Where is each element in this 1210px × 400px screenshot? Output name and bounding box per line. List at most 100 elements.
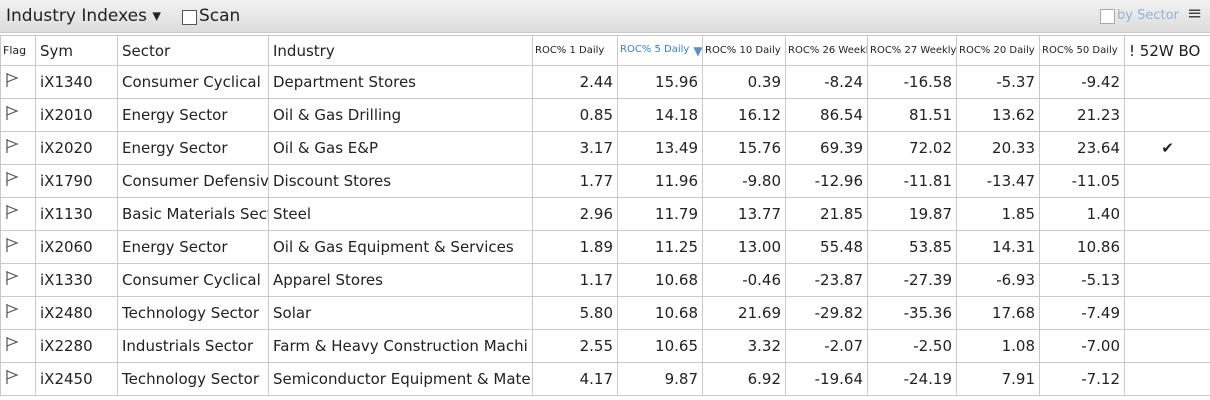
flag-icon[interactable] xyxy=(5,270,19,286)
flag-icon[interactable] xyxy=(5,204,19,220)
column-header[interactable]: ROC% 1 Daily xyxy=(532,35,618,66)
text-cell: Energy Sector xyxy=(117,131,269,165)
flag-icon[interactable] xyxy=(5,138,19,154)
number-cell: 3.17 xyxy=(532,131,618,165)
text-cell: iX1130 xyxy=(35,197,118,231)
breakout-cell: ✔ xyxy=(1124,131,1210,165)
number-cell: 0.85 xyxy=(532,98,618,132)
text-cell: Industrials Sector xyxy=(117,329,269,363)
number-cell: 21.85 xyxy=(785,197,868,231)
column-header-text: ROC% 50 Daily xyxy=(1042,45,1118,56)
number-cell: 7.91 xyxy=(956,362,1040,396)
flag-icon[interactable] xyxy=(5,171,19,187)
table-row[interactable]: iX2480 Technology Sector Solar 5.80 10.68 21.… xyxy=(0,296,1210,330)
text-cell: Energy Sector xyxy=(117,230,269,264)
table-row[interactable]: iX1130 Basic Materials Sect Steel 2.96 11.79… xyxy=(0,197,1210,231)
number-cell: 10.68 xyxy=(617,296,703,330)
number-cell: -6.93 xyxy=(956,263,1040,297)
text-cell: Farm & Heavy Construction Machi xyxy=(268,329,533,363)
text-cell: iX2450 xyxy=(35,362,118,396)
column-header[interactable]: Industry xyxy=(268,35,533,66)
text-cell: Steel xyxy=(268,197,533,231)
number-cell: 4.17 xyxy=(532,362,618,396)
column-header[interactable]: ! 52W BO xyxy=(1124,35,1210,66)
column-header-text: ROC% 5 Daily xyxy=(620,43,690,55)
text-cell: Solar xyxy=(268,296,533,330)
flag-icon[interactable] xyxy=(5,369,19,385)
column-header[interactable]: ROC% 5 Daily ▼ xyxy=(617,35,703,66)
by-sector-checkbox[interactable] xyxy=(1100,9,1115,24)
text-cell: Technology Sector xyxy=(117,362,269,396)
column-header[interactable]: ROC% 10 Daily xyxy=(702,35,786,66)
table-row[interactable]: iX1330 Consumer Cyclical Apparel Stores 1.1… xyxy=(0,263,1210,297)
column-header[interactable]: ROC% 50 Daily xyxy=(1039,35,1125,66)
number-cell: -5.37 xyxy=(956,65,1040,99)
flag-icon[interactable] xyxy=(5,336,19,352)
table-row[interactable]: iX2020 Energy Sector Oil & Gas E&P 3.17 13.4… xyxy=(0,131,1210,165)
number-cell: 6.92 xyxy=(702,362,786,396)
number-cell: -29.82 xyxy=(785,296,868,330)
column-header-text: ROC% 26 Weekly xyxy=(788,45,868,56)
table-row[interactable]: iX2450 Technology Sector Semiconductor Equ… xyxy=(0,362,1210,396)
column-header[interactable]: ROC% 20 Daily xyxy=(956,35,1040,66)
number-cell: 20.33 xyxy=(956,131,1040,165)
column-header-text: Flag xyxy=(3,44,27,57)
column-header[interactable]: Sector xyxy=(117,35,269,66)
scan-checkbox[interactable] xyxy=(182,10,197,25)
data-table: Flag Sym Sector Industry ROC% 1 Daily ROC% 5 … xyxy=(0,35,1210,396)
flag-cell xyxy=(0,65,36,99)
number-cell: 21.69 xyxy=(702,296,786,330)
menu-icon[interactable]: ≡ xyxy=(1187,3,1203,24)
table-row[interactable]: iX2060 Energy Sector Oil & Gas Equipment &… xyxy=(0,230,1210,264)
text-cell: Department Stores xyxy=(268,65,533,99)
number-cell: 1.40 xyxy=(1039,197,1125,231)
flag-icon[interactable] xyxy=(5,105,19,121)
breakout-cell xyxy=(1124,197,1210,231)
flag-cell xyxy=(0,131,36,165)
number-cell: 15.76 xyxy=(702,131,786,165)
number-cell: -12.96 xyxy=(785,164,868,198)
column-header-text: ROC% 27 Weekly xyxy=(870,45,957,56)
table-row[interactable]: iX1790 Consumer Defensiv Discount Stores 1.… xyxy=(0,164,1210,198)
column-header[interactable]: ROC% 27 Weekly xyxy=(867,35,957,66)
view-title-text: Industry Indexes xyxy=(6,6,147,26)
number-cell: 11.25 xyxy=(617,230,703,264)
column-header-text: Sector xyxy=(122,41,171,60)
flag-icon[interactable] xyxy=(5,303,19,319)
flag-cell xyxy=(0,98,36,132)
number-cell: 1.89 xyxy=(532,230,618,264)
number-cell: 23.64 xyxy=(1039,131,1125,165)
flag-cell xyxy=(0,263,36,297)
number-cell: -9.80 xyxy=(702,164,786,198)
text-cell: iX1330 xyxy=(35,263,118,297)
number-cell: -23.87 xyxy=(785,263,868,297)
number-cell: 1.85 xyxy=(956,197,1040,231)
text-cell: Basic Materials Sect xyxy=(117,197,269,231)
flag-icon[interactable] xyxy=(5,237,19,253)
text-cell: Oil & Gas E&P xyxy=(268,131,533,165)
number-cell: 10.86 xyxy=(1039,230,1125,264)
breakout-cell xyxy=(1124,296,1210,330)
column-header[interactable]: Sym xyxy=(35,35,118,66)
table-row[interactable]: iX2010 Energy Sector Oil & Gas Drilling 0.8… xyxy=(0,98,1210,132)
number-cell: -11.81 xyxy=(867,164,957,198)
view-title[interactable]: Industry Indexes ▾ xyxy=(6,6,161,26)
column-header[interactable]: Flag xyxy=(0,35,36,66)
column-header[interactable]: ROC% 26 Weekly xyxy=(785,35,868,66)
flag-icon[interactable] xyxy=(5,72,19,88)
table-row[interactable]: iX1340 Consumer Cyclical Department Stores… xyxy=(0,65,1210,99)
number-cell: 19.87 xyxy=(867,197,957,231)
number-cell: -27.39 xyxy=(867,263,957,297)
table-row[interactable]: iX2280 Industrials Sector Farm & Heavy Con… xyxy=(0,329,1210,363)
number-cell: 5.80 xyxy=(532,296,618,330)
number-cell: 10.65 xyxy=(617,329,703,363)
by-sector-label[interactable]: by Sector xyxy=(1117,8,1179,23)
number-cell: 69.39 xyxy=(785,131,868,165)
number-cell: -7.12 xyxy=(1039,362,1125,396)
flag-cell xyxy=(0,164,36,198)
scan-label[interactable]: Scan xyxy=(199,6,241,26)
breakout-cell xyxy=(1124,164,1210,198)
column-header-text: ROC% 10 Daily xyxy=(705,45,781,56)
number-cell: 1.08 xyxy=(956,329,1040,363)
